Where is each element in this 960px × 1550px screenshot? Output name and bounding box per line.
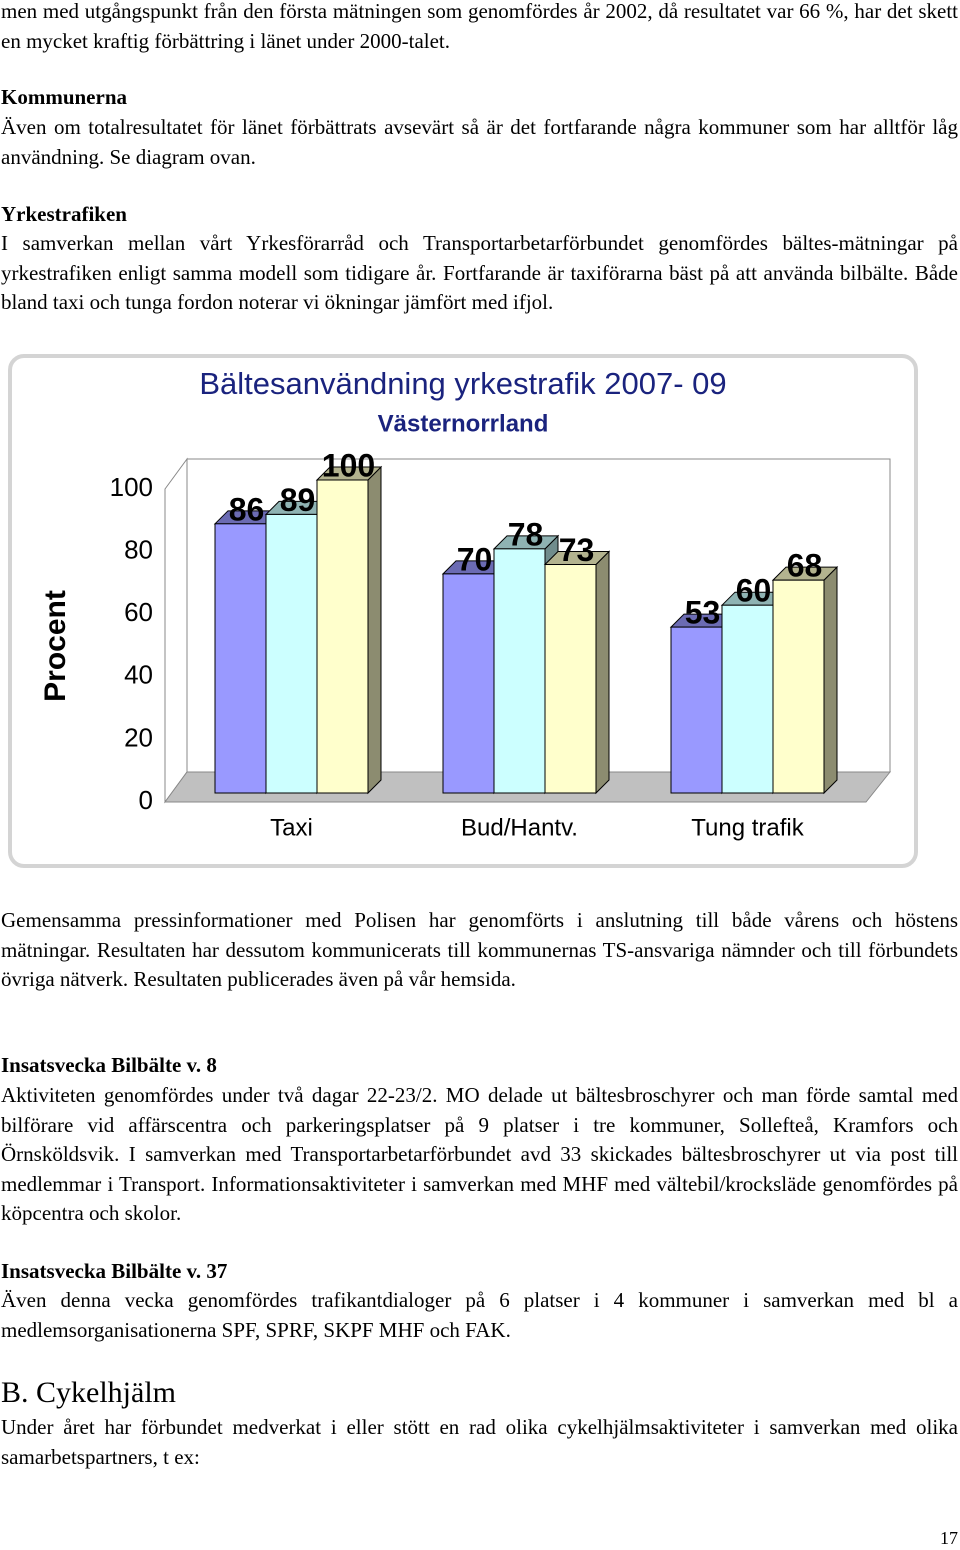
side-wall [164,457,188,804]
bar [265,513,318,794]
bar [442,573,495,794]
paragraph: Även denna vecka genomfördes trafikantdi… [1,1288,958,1342]
chart-frame [8,354,918,868]
data-label: 89 [280,482,316,518]
data-label: 86 [229,491,265,527]
paragraph: Gemensamma pressinformationer med Polise… [1,908,958,991]
bar [670,626,723,794]
chart-title: Bältesanvändning yrkestrafik 2007- 09 [199,366,726,401]
bar [721,604,774,794]
heading: Insatsvecka Bilbälte v. 8 [1,1053,217,1077]
bar [544,564,597,794]
data-label: 60 [736,573,772,609]
heading: Insatsvecka Bilbälte v. 37 [1,1259,228,1283]
bar [772,579,825,794]
heading: B. Cykelhjälm [1,1376,176,1409]
data-label: 78 [508,516,544,552]
bar [214,523,267,794]
y-tick-label: 80 [124,534,153,564]
bar [316,479,369,794]
data-label: 100 [322,447,375,483]
data-label: 68 [787,548,823,584]
paragraph: men med utgångspunkt från den första mät… [1,0,958,53]
y-tick-label: 0 [139,785,153,815]
heading: Yrkestrafiken [1,202,127,226]
chart: Bältesanvändning yrkestrafik 2007- 09 Väs… [39,366,892,841]
y-tick-label: 100 [110,472,153,502]
bar-side [367,465,382,795]
page-number: 17 [940,1528,958,1548]
y-tick-label: 20 [124,722,153,752]
bar [493,548,546,794]
data-label: 53 [685,595,721,631]
heading: Kommunerna [1,85,127,109]
y-axis-label: Procent [39,590,72,702]
bar-side [823,565,838,795]
bar-side [595,550,610,795]
paragraph: Även om totalresultatet för länet förbät… [1,115,958,169]
x-tick-label: Tung trafik [691,814,804,841]
y-tick-label: 40 [124,660,153,690]
x-tick-label: Bud/Hantv. [461,814,578,841]
paragraph: Aktiviteten genomfördes under två dagar … [1,1083,958,1225]
paragraph: Under året har förbundet medverkat i ell… [1,1415,958,1469]
chart-subtitle: Västernorrland [378,410,549,437]
data-label: 70 [457,541,493,577]
data-label: 73 [559,532,595,568]
y-tick-label: 60 [124,597,153,627]
x-tick-label: Taxi [270,814,313,841]
paragraph: I samverkan mellan vårt Yrkesförarråd oc… [1,231,958,314]
